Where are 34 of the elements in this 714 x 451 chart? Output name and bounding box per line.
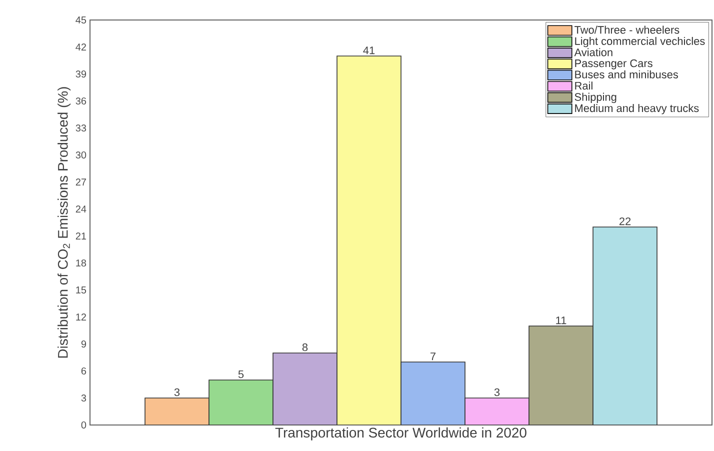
legend-label: Medium and heavy trucks [575, 104, 699, 114]
y-tick-label: 12 [76, 314, 86, 320]
legend-label: Two/Three - wheelers [574, 26, 680, 34]
y-tick-label: 39 [76, 70, 86, 78]
y-tick-label: 18 [76, 259, 86, 267]
y-tick-label: 36 [76, 97, 86, 105]
data-label: 8 [302, 343, 308, 352]
x-axis-title: Transportation Sector Worldwide in 2020 [275, 427, 526, 440]
y-tick-label: 9 [81, 340, 86, 348]
data-label: 22 [619, 217, 631, 226]
legend-label: Aviation [574, 48, 612, 56]
data-label: 7 [430, 352, 436, 360]
y-tick-label: 3 [81, 394, 86, 402]
y-tick-label: 45 [76, 16, 86, 24]
data-label: 3 [494, 388, 500, 396]
y-tick-label: 6 [81, 367, 86, 375]
y-tick-label: 21 [76, 232, 86, 240]
y-tick-label: 42 [76, 44, 86, 50]
y-tick-label: 0 [81, 421, 86, 429]
legend-label: Light commercial vechicles [575, 36, 705, 48]
data-label: 5 [238, 370, 244, 378]
legend-label: Shipping [574, 92, 616, 103]
y-tick-label: 33 [76, 124, 86, 132]
y-tick-label: 27 [76, 178, 86, 186]
legend-label: Passenger Cars [575, 59, 652, 70]
data-label: 11 [556, 316, 566, 324]
y-tick-label: 30 [76, 151, 86, 159]
y-tick-label: 15 [76, 286, 86, 294]
y-tick-label: 24 [76, 206, 86, 212]
data-label: 3 [174, 388, 180, 396]
y-axis-title: Distribution of CO$_{2}$ Emissions Produced (%) [58, 87, 71, 358]
legend-label: Buses and minibuses [575, 70, 678, 78]
legend-label: Rail [575, 82, 592, 90]
data-label: 41 [363, 46, 375, 54]
